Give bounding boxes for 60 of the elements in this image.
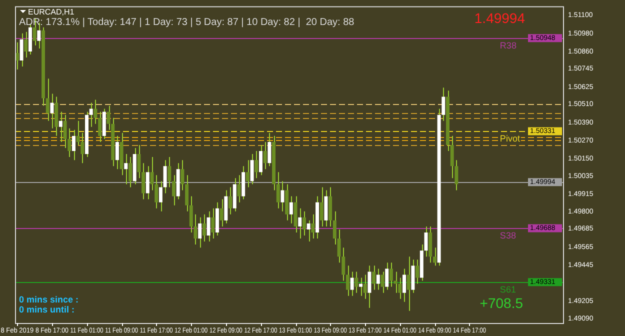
candlestick <box>146 166 150 200</box>
candlestick <box>228 186 232 215</box>
candlestick <box>263 141 267 170</box>
candlestick <box>258 144 262 176</box>
candlestick <box>72 129 76 161</box>
candlestick <box>354 271 358 294</box>
candlestick <box>368 265 372 308</box>
ref-line-label: R38 <box>500 40 516 50</box>
candlestick <box>98 111 102 142</box>
candlestick <box>280 180 284 212</box>
ref-line-label: Pivot <box>500 133 520 144</box>
candlestick <box>363 274 367 300</box>
candlestick <box>346 265 350 296</box>
annotation: 0 mins until : <box>19 304 75 314</box>
annotation: 0 mins since : <box>19 294 79 304</box>
candlestick <box>385 262 389 290</box>
annotation: 1.49994 <box>474 10 526 26</box>
candlestick <box>115 135 119 170</box>
candlestick <box>394 271 398 294</box>
candlestick <box>172 174 176 206</box>
candlestick <box>237 174 241 203</box>
candlestick <box>46 78 50 122</box>
candlestick <box>220 198 224 227</box>
candlestick <box>320 186 324 227</box>
candlestick <box>20 32 24 68</box>
annotation: +708.5 <box>480 294 524 311</box>
ref-line-label: S61 <box>500 284 516 294</box>
candlestick <box>168 156 172 188</box>
candlestick <box>306 220 310 242</box>
candlestick <box>289 196 293 224</box>
chart-title: EURCAD,H1 <box>28 7 75 16</box>
candlestick <box>376 268 380 290</box>
candlestick <box>128 156 132 188</box>
candlestick <box>58 111 62 142</box>
candlestick <box>202 214 206 242</box>
candlestick <box>372 265 376 290</box>
candlestick <box>50 93 54 129</box>
candlestick <box>402 268 406 302</box>
candlestick <box>432 247 436 266</box>
candlestick <box>246 160 250 188</box>
candlestick <box>350 271 354 296</box>
candlestick <box>416 259 420 284</box>
candlestick <box>250 154 254 185</box>
candlestick <box>124 154 128 185</box>
ref-line-label: S38 <box>500 230 516 240</box>
candlestick <box>389 262 393 288</box>
candlestick <box>180 160 184 191</box>
candlestick <box>211 208 215 240</box>
candlestick <box>24 31 28 58</box>
candlestick <box>302 210 306 236</box>
candlestick <box>63 114 67 149</box>
candlestick <box>206 210 210 242</box>
candlestick <box>268 132 272 167</box>
candlestick <box>298 208 302 240</box>
candlestick <box>94 99 98 124</box>
candlestick <box>311 214 315 240</box>
candlestick <box>406 256 410 312</box>
candlestick <box>359 277 362 296</box>
candlestick <box>254 150 258 179</box>
candlestick <box>198 216 202 248</box>
